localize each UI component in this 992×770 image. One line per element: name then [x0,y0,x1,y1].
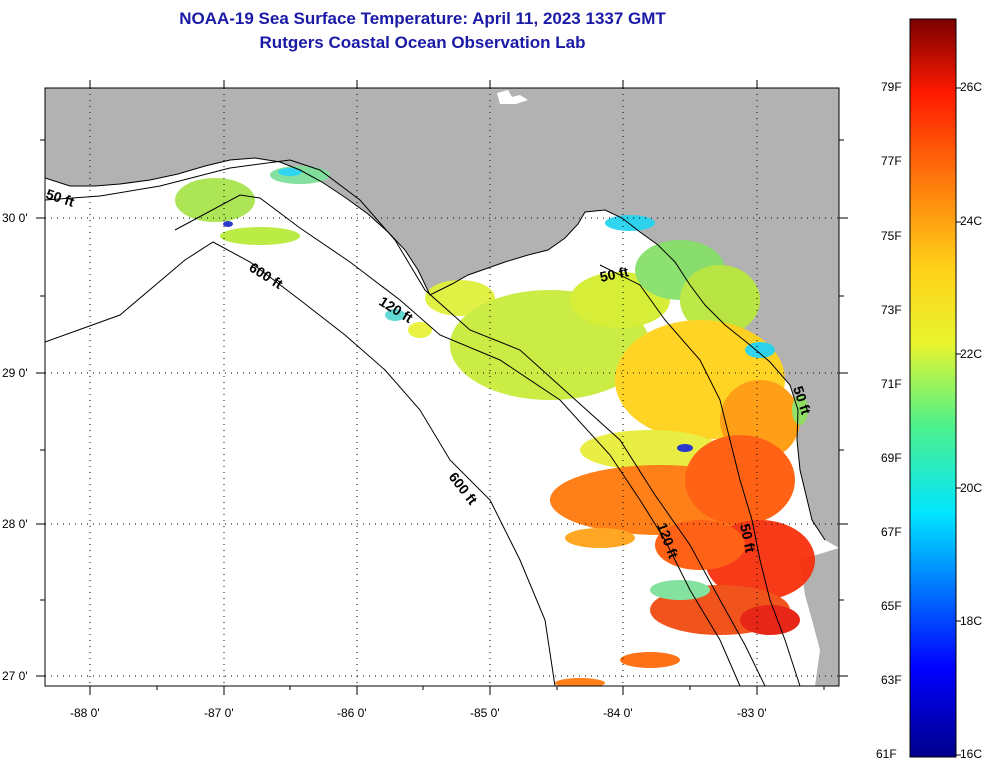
isobath-120ft [174,194,741,686]
colorbar-label-f: 67F [881,525,902,539]
graticule [45,88,839,686]
colorbar-label-f: 75F [881,229,902,243]
colorbar-label-f: 69F [881,451,902,465]
lon-label: -88 0' [70,706,100,720]
colorbar-label-c: 16C [960,747,983,761]
lon-label: -85 0' [470,706,500,720]
isobath-50ft-east [599,264,801,686]
lon-label: -84 0' [603,706,633,720]
isobath-50ft [45,159,766,686]
colorbar-label-c: 26C [960,80,983,94]
map-subtitle: Rutgers Coastal Ocean Observation Lab [259,33,586,52]
lat-label: 27 0' [2,669,28,683]
colorbar [909,18,957,758]
axis-ticks [36,80,848,695]
map-area [45,88,839,686]
isobath-600ft [45,241,556,686]
isobath-label-50ft-south: 50 ft [737,522,759,554]
colorbar-label-c: 18C [960,614,983,628]
lat-label: 29 0' [2,366,28,380]
sst-patches [175,166,815,686]
colorbar-label-c: 24C [960,214,983,228]
colorbar-label-f: 77F [881,154,902,168]
lon-label: -83 0' [737,706,767,720]
peninsula-south [800,548,839,686]
land-mass [45,88,839,548]
lon-label: -87 0' [204,706,234,720]
lat-label: 28 0' [2,517,28,531]
colorbar-label-f: 61F [876,747,897,761]
lon-label: -86 0' [337,706,367,720]
map-frame [44,87,840,687]
colorbar-label-f: 73F [881,303,902,317]
map-title: NOAA-19 Sea Surface Temperature: April 1… [179,9,666,28]
colorbar-label-f: 65F [881,599,902,613]
colorbar-ticks [956,87,961,756]
colorbar-label-f: 79F [881,80,902,94]
colorbar-label-f: 71F [881,377,902,391]
colorbar-label-f: 63F [881,673,902,687]
colorbar-label-c: 20C [960,481,983,495]
isobath-label-50ft-bigbend: 50 ft [598,263,630,285]
lat-label: 30 0' [2,211,28,225]
colorbar-label-c: 22C [960,347,983,361]
